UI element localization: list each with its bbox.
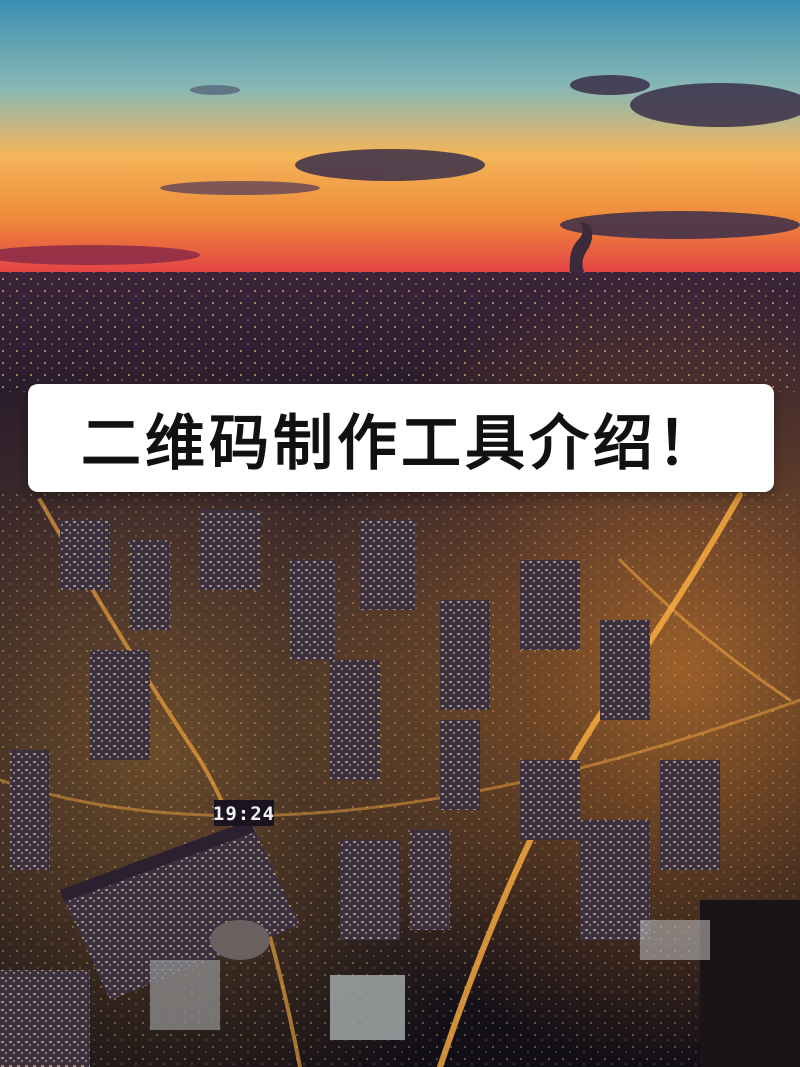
page-title: 二维码制作工具介绍！ [81,408,721,479]
lit-avenues [0,492,800,1067]
helipad-rooftop [330,975,405,1040]
clouds [0,75,800,265]
building-clock-sign: 19:24 [213,803,275,825]
buildings [0,510,800,1067]
title-banner: 二维码制作工具介绍！ [28,384,774,492]
rooftop [150,960,220,1030]
round-plaza [210,920,270,960]
clock-tower-building: 19:24 [60,800,300,1000]
smoke-plume [569,222,593,272]
